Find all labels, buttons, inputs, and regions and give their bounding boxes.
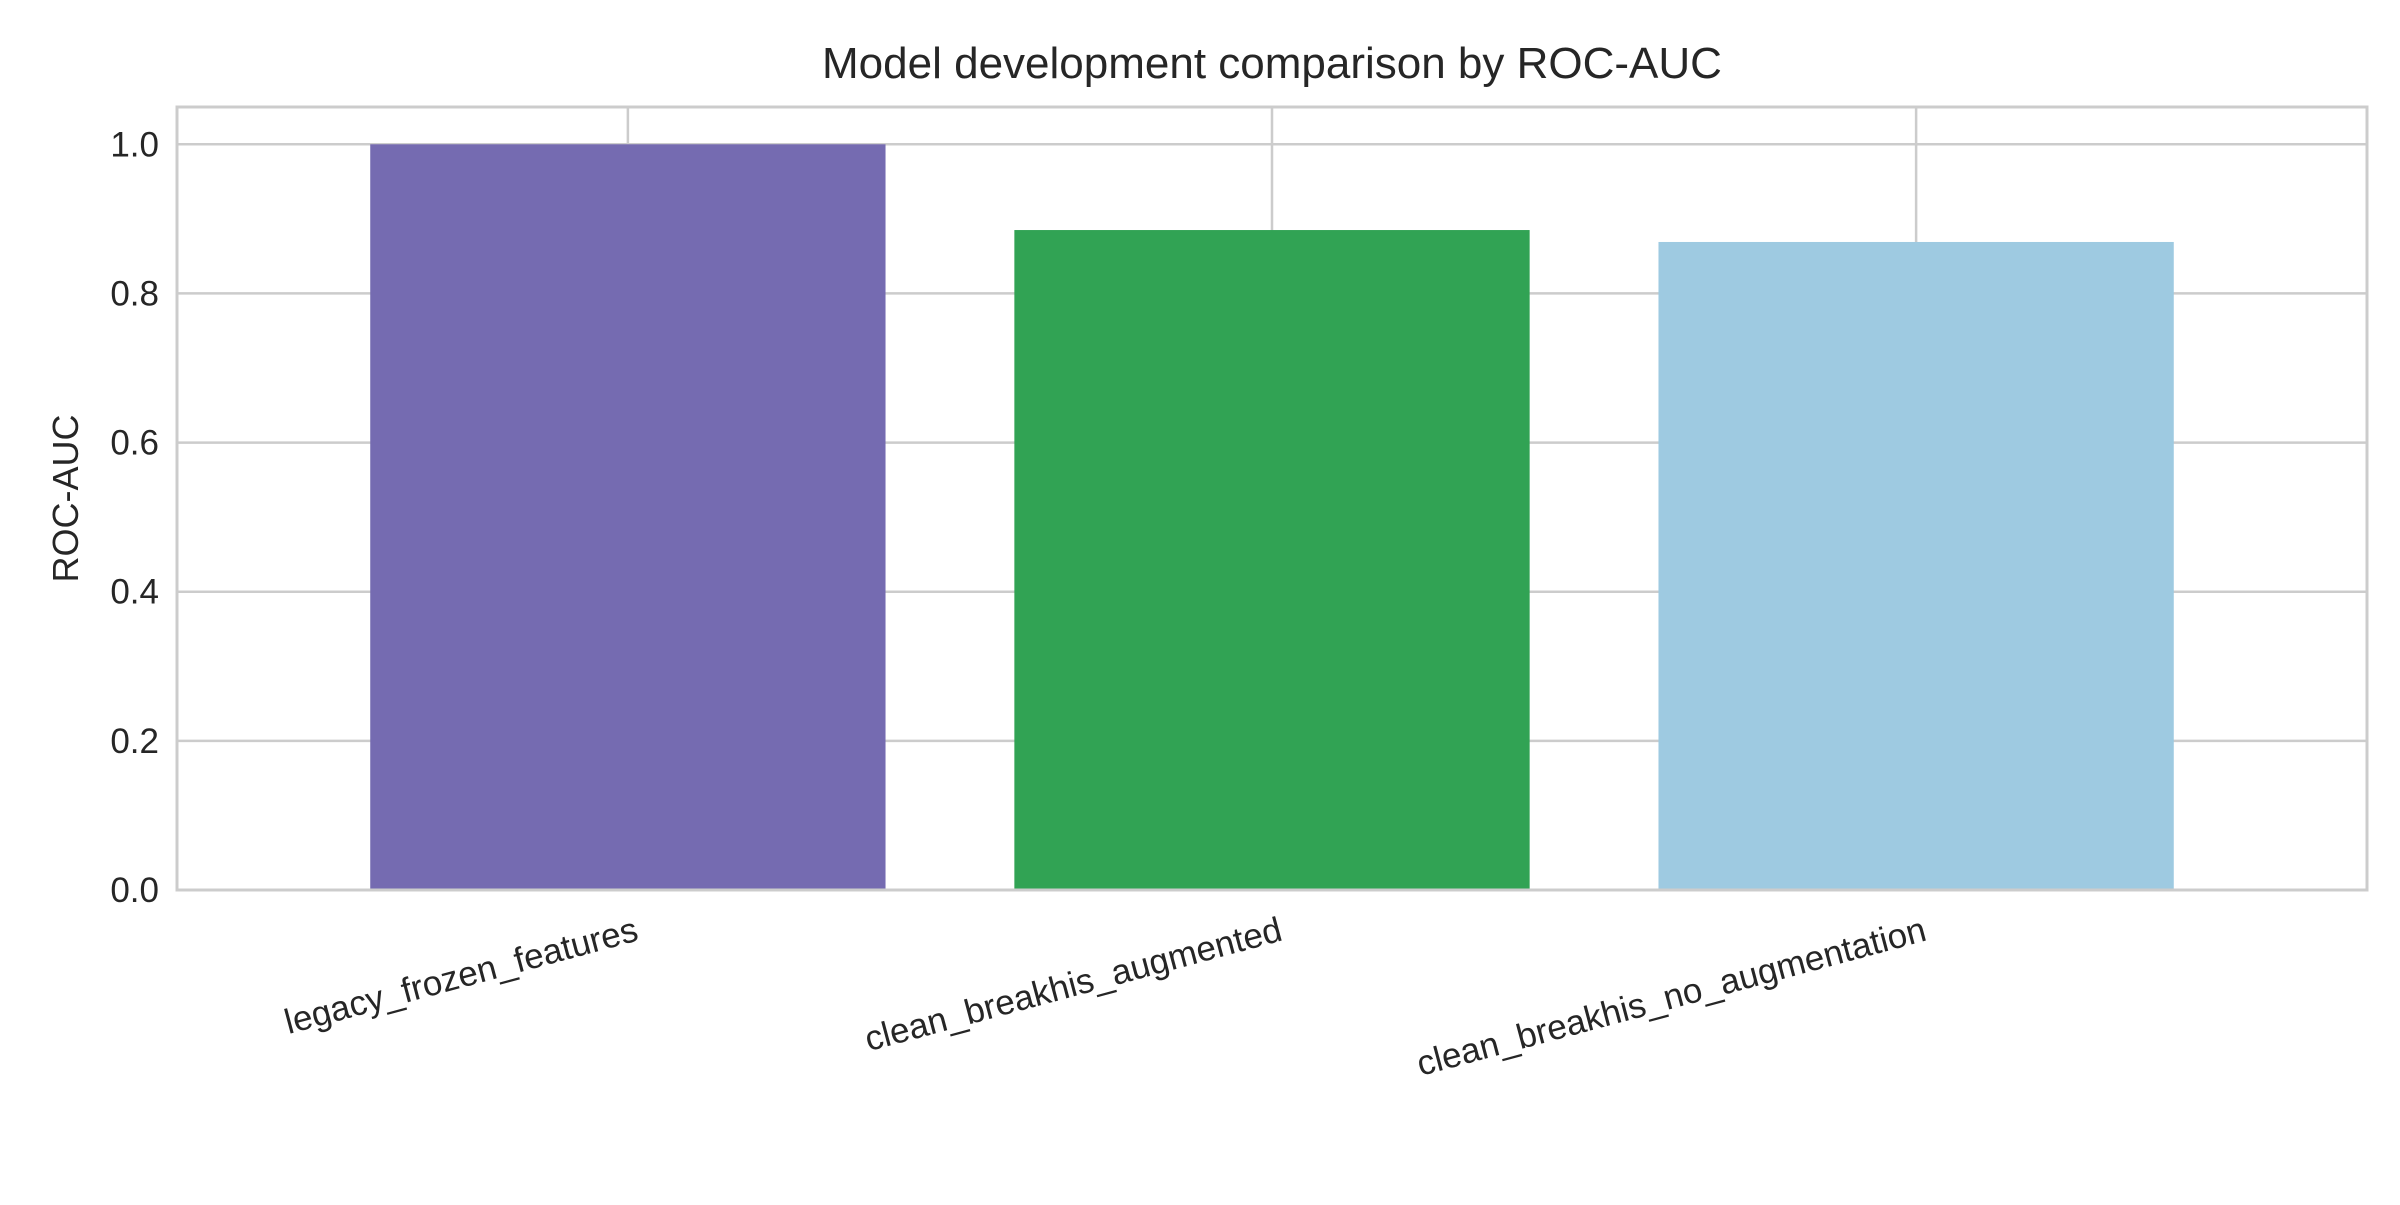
y-tick-labels: 0.0 0.2 0.4 0.6 0.8 1.0 [110,125,159,910]
y-tick-label: 0.2 [110,722,159,761]
bars [370,144,2174,891]
y-tick-label: 0.6 [110,424,159,463]
bar-clean-breakhis-no-augmentation [1658,241,2174,890]
bar-legacy-frozen-features [370,144,886,891]
y-tick-label: 0.4 [110,573,159,612]
y-tick-label: 1.0 [110,125,159,164]
y-tick-label: 0.8 [110,274,159,313]
bar-clean-breakhis-augmented [1014,230,1530,891]
plot-frame [175,105,2369,892]
chart-title: Model development comparison by ROC-AUC [822,39,1722,88]
y-tick-label: 0.0 [110,871,159,910]
y-axis-label: ROC-AUC [45,415,86,583]
